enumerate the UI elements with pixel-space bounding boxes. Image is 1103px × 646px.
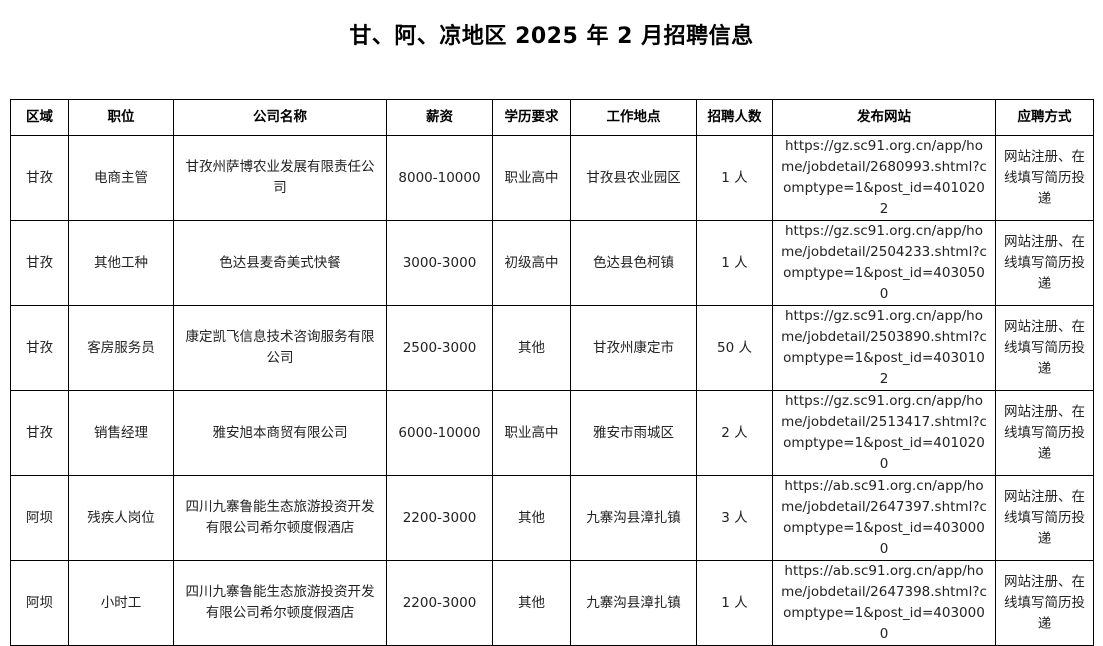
table-row: 甘孜 其他工种 色达县麦奇美式快餐 3000-3000 初级高中 色达县色柯镇 1 人 htt… <box>10 220 1094 306</box>
cell-location: 色达县色柯镇 <box>570 220 697 306</box>
cell-salary: 2500-3000 <box>386 305 493 391</box>
cell-count: 1 人 <box>696 135 773 221</box>
column-header-company: 公司名称 <box>173 99 387 136</box>
cell-position: 其他工种 <box>68 220 174 306</box>
cell-company: 四川九寨鲁能生态旅游投资开发有限公司希尔顿度假酒店 <box>173 560 387 646</box>
cell-apply: 网站注册、在线填写简历投递 <box>995 560 1094 646</box>
cell-education: 其他 <box>492 475 571 561</box>
cell-region: 甘孜 <box>10 305 69 391</box>
cell-salary: 8000-10000 <box>386 135 493 221</box>
cell-company: 四川九寨鲁能生态旅游投资开发有限公司希尔顿度假酒店 <box>173 475 387 561</box>
cell-apply: 网站注册、在线填写简历投递 <box>995 305 1094 391</box>
cell-apply: 网站注册、在线填写简历投递 <box>995 220 1094 306</box>
cell-education: 职业高中 <box>492 390 571 476</box>
cell-count: 1 人 <box>696 560 773 646</box>
column-header-url: 发布网站 <box>772 99 996 136</box>
cell-region: 阿坝 <box>10 475 69 561</box>
cell-position: 销售经理 <box>68 390 174 476</box>
cell-apply: 网站注册、在线填写简历投递 <box>995 135 1094 221</box>
cell-salary: 2200-3000 <box>386 475 493 561</box>
page-title: 甘、阿、凉地区 2025 年 2 月招聘信息 <box>349 24 754 49</box>
table-row: 阿坝 小时工 四川九寨鲁能生态旅游投资开发有限公司希尔顿度假酒店 2200-3000 其… <box>10 560 1094 646</box>
header-row: 区域 职位 公司名称 薪资 学历要求 工作地点 招聘人数 发布网站 应聘方式 <box>10 99 1094 136</box>
column-header-apply: 应聘方式 <box>995 99 1094 136</box>
cell-apply: 网站注册、在线填写简历投递 <box>995 390 1094 476</box>
table-row: 甘孜 电商主管 甘孜州萨博农业发展有限责任公司 8000-10000 职业高中 甘孜县农业… <box>10 135 1094 221</box>
cell-education: 职业高中 <box>492 135 571 221</box>
cell-salary: 2200-3000 <box>386 560 493 646</box>
cell-position: 客房服务员 <box>68 305 174 391</box>
cell-education: 其他 <box>492 560 571 646</box>
cell-position: 残疾人岗位 <box>68 475 174 561</box>
cell-url[interactable]: https://ab.sc91.org.cn/app/home/jobdetai… <box>772 475 996 561</box>
job-table: 区域 职位 公司名称 薪资 学历要求 工作地点 招聘人数 发布网站 应聘方式 甘孜 电商主管 甘孜州… <box>10 99 1094 646</box>
cell-region: 甘孜 <box>10 135 69 221</box>
cell-apply: 网站注册、在线填写简历投递 <box>995 475 1094 561</box>
cell-location: 甘孜县农业园区 <box>570 135 697 221</box>
table-row: 甘孜 客房服务员 康定凯飞信息技术咨询服务有限公司 2500-3000 其他 甘孜州康定市… <box>10 305 1094 391</box>
cell-count: 50 人 <box>696 305 773 391</box>
cell-region: 甘孜 <box>10 220 69 306</box>
cell-company: 康定凯飞信息技术咨询服务有限公司 <box>173 305 387 391</box>
cell-url[interactable]: https://gz.sc91.org.cn/app/home/jobdetai… <box>772 305 996 391</box>
cell-count: 1 人 <box>696 220 773 306</box>
cell-salary: 6000-10000 <box>386 390 493 476</box>
cell-url[interactable]: https://gz.sc91.org.cn/app/home/jobdetai… <box>772 220 996 306</box>
table-row: 阿坝 残疾人岗位 四川九寨鲁能生态旅游投资开发有限公司希尔顿度假酒店 2200-300… <box>10 475 1094 561</box>
cell-location: 九寨沟县漳扎镇 <box>570 475 697 561</box>
cell-position: 小时工 <box>68 560 174 646</box>
cell-location: 九寨沟县漳扎镇 <box>570 560 697 646</box>
cell-count: 2 人 <box>696 390 773 476</box>
column-header-region: 区域 <box>10 99 69 136</box>
cell-region: 甘孜 <box>10 390 69 476</box>
cell-education: 初级高中 <box>492 220 571 306</box>
column-header-salary: 薪资 <box>386 99 493 136</box>
cell-location: 雅安市雨城区 <box>570 390 697 476</box>
cell-salary: 3000-3000 <box>386 220 493 306</box>
cell-region: 阿坝 <box>10 560 69 646</box>
column-header-position: 职位 <box>68 99 174 136</box>
cell-url[interactable]: https://gz.sc91.org.cn/app/home/jobdetai… <box>772 135 996 221</box>
cell-position: 电商主管 <box>68 135 174 221</box>
cell-url[interactable]: https://gz.sc91.org.cn/app/home/jobdetai… <box>772 390 996 476</box>
cell-company: 甘孜州萨博农业发展有限责任公司 <box>173 135 387 221</box>
cell-location: 甘孜州康定市 <box>570 305 697 391</box>
column-header-count: 招聘人数 <box>696 99 773 136</box>
cell-url[interactable]: https://ab.sc91.org.cn/app/home/jobdetai… <box>772 560 996 646</box>
cell-company: 雅安旭本商贸有限公司 <box>173 390 387 476</box>
cell-company: 色达县麦奇美式快餐 <box>173 220 387 306</box>
cell-count: 3 人 <box>696 475 773 561</box>
cell-education: 其他 <box>492 305 571 391</box>
column-header-education: 学历要求 <box>492 99 571 136</box>
column-header-location: 工作地点 <box>570 99 697 136</box>
